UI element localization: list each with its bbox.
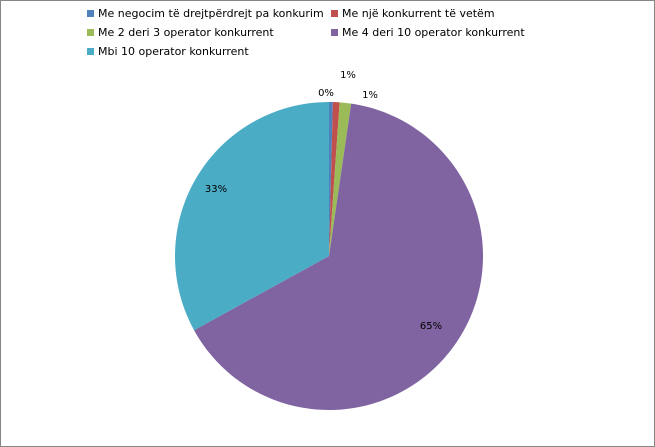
legend-swatch — [87, 10, 94, 17]
pie-slice — [175, 102, 329, 331]
pie-slice — [329, 102, 352, 257]
legend-item: Me 2 deri 3 operator konkurrent — [87, 26, 274, 40]
slice-data-label: 1% — [340, 70, 356, 81]
legend-item: Me 4 deri 10 operator konkurrent — [331, 26, 525, 40]
slice-data-label: 0% — [318, 88, 334, 99]
legend-label: Me negocim të drejtpërdrejt pa konkurim — [98, 7, 324, 20]
pie-slice — [194, 103, 484, 411]
slice-data-label: 33% — [205, 184, 227, 195]
legend-swatch — [87, 48, 94, 55]
legend-label: Me 2 deri 3 operator konkurrent — [98, 26, 274, 39]
legend-swatch — [331, 29, 338, 36]
slice-data-label: 65% — [420, 321, 442, 332]
legend-label: Mbi 10 operator konkurrent — [98, 45, 249, 58]
legend-label: Me një konkurrent të vetëm — [342, 7, 495, 20]
pie-slice — [329, 102, 340, 256]
legend-swatch — [331, 10, 338, 17]
slice-data-label: 1% — [362, 90, 378, 101]
pie-slice — [329, 102, 333, 256]
legend-item: Me negocim të drejtpërdrejt pa konkurim — [87, 7, 324, 21]
legend-swatch — [87, 29, 94, 36]
legend-item: Me një konkurrent të vetëm — [331, 7, 495, 21]
legend-item: Mbi 10 operator konkurrent — [87, 45, 249, 59]
legend-label: Me 4 deri 10 operator konkurrent — [342, 26, 525, 39]
